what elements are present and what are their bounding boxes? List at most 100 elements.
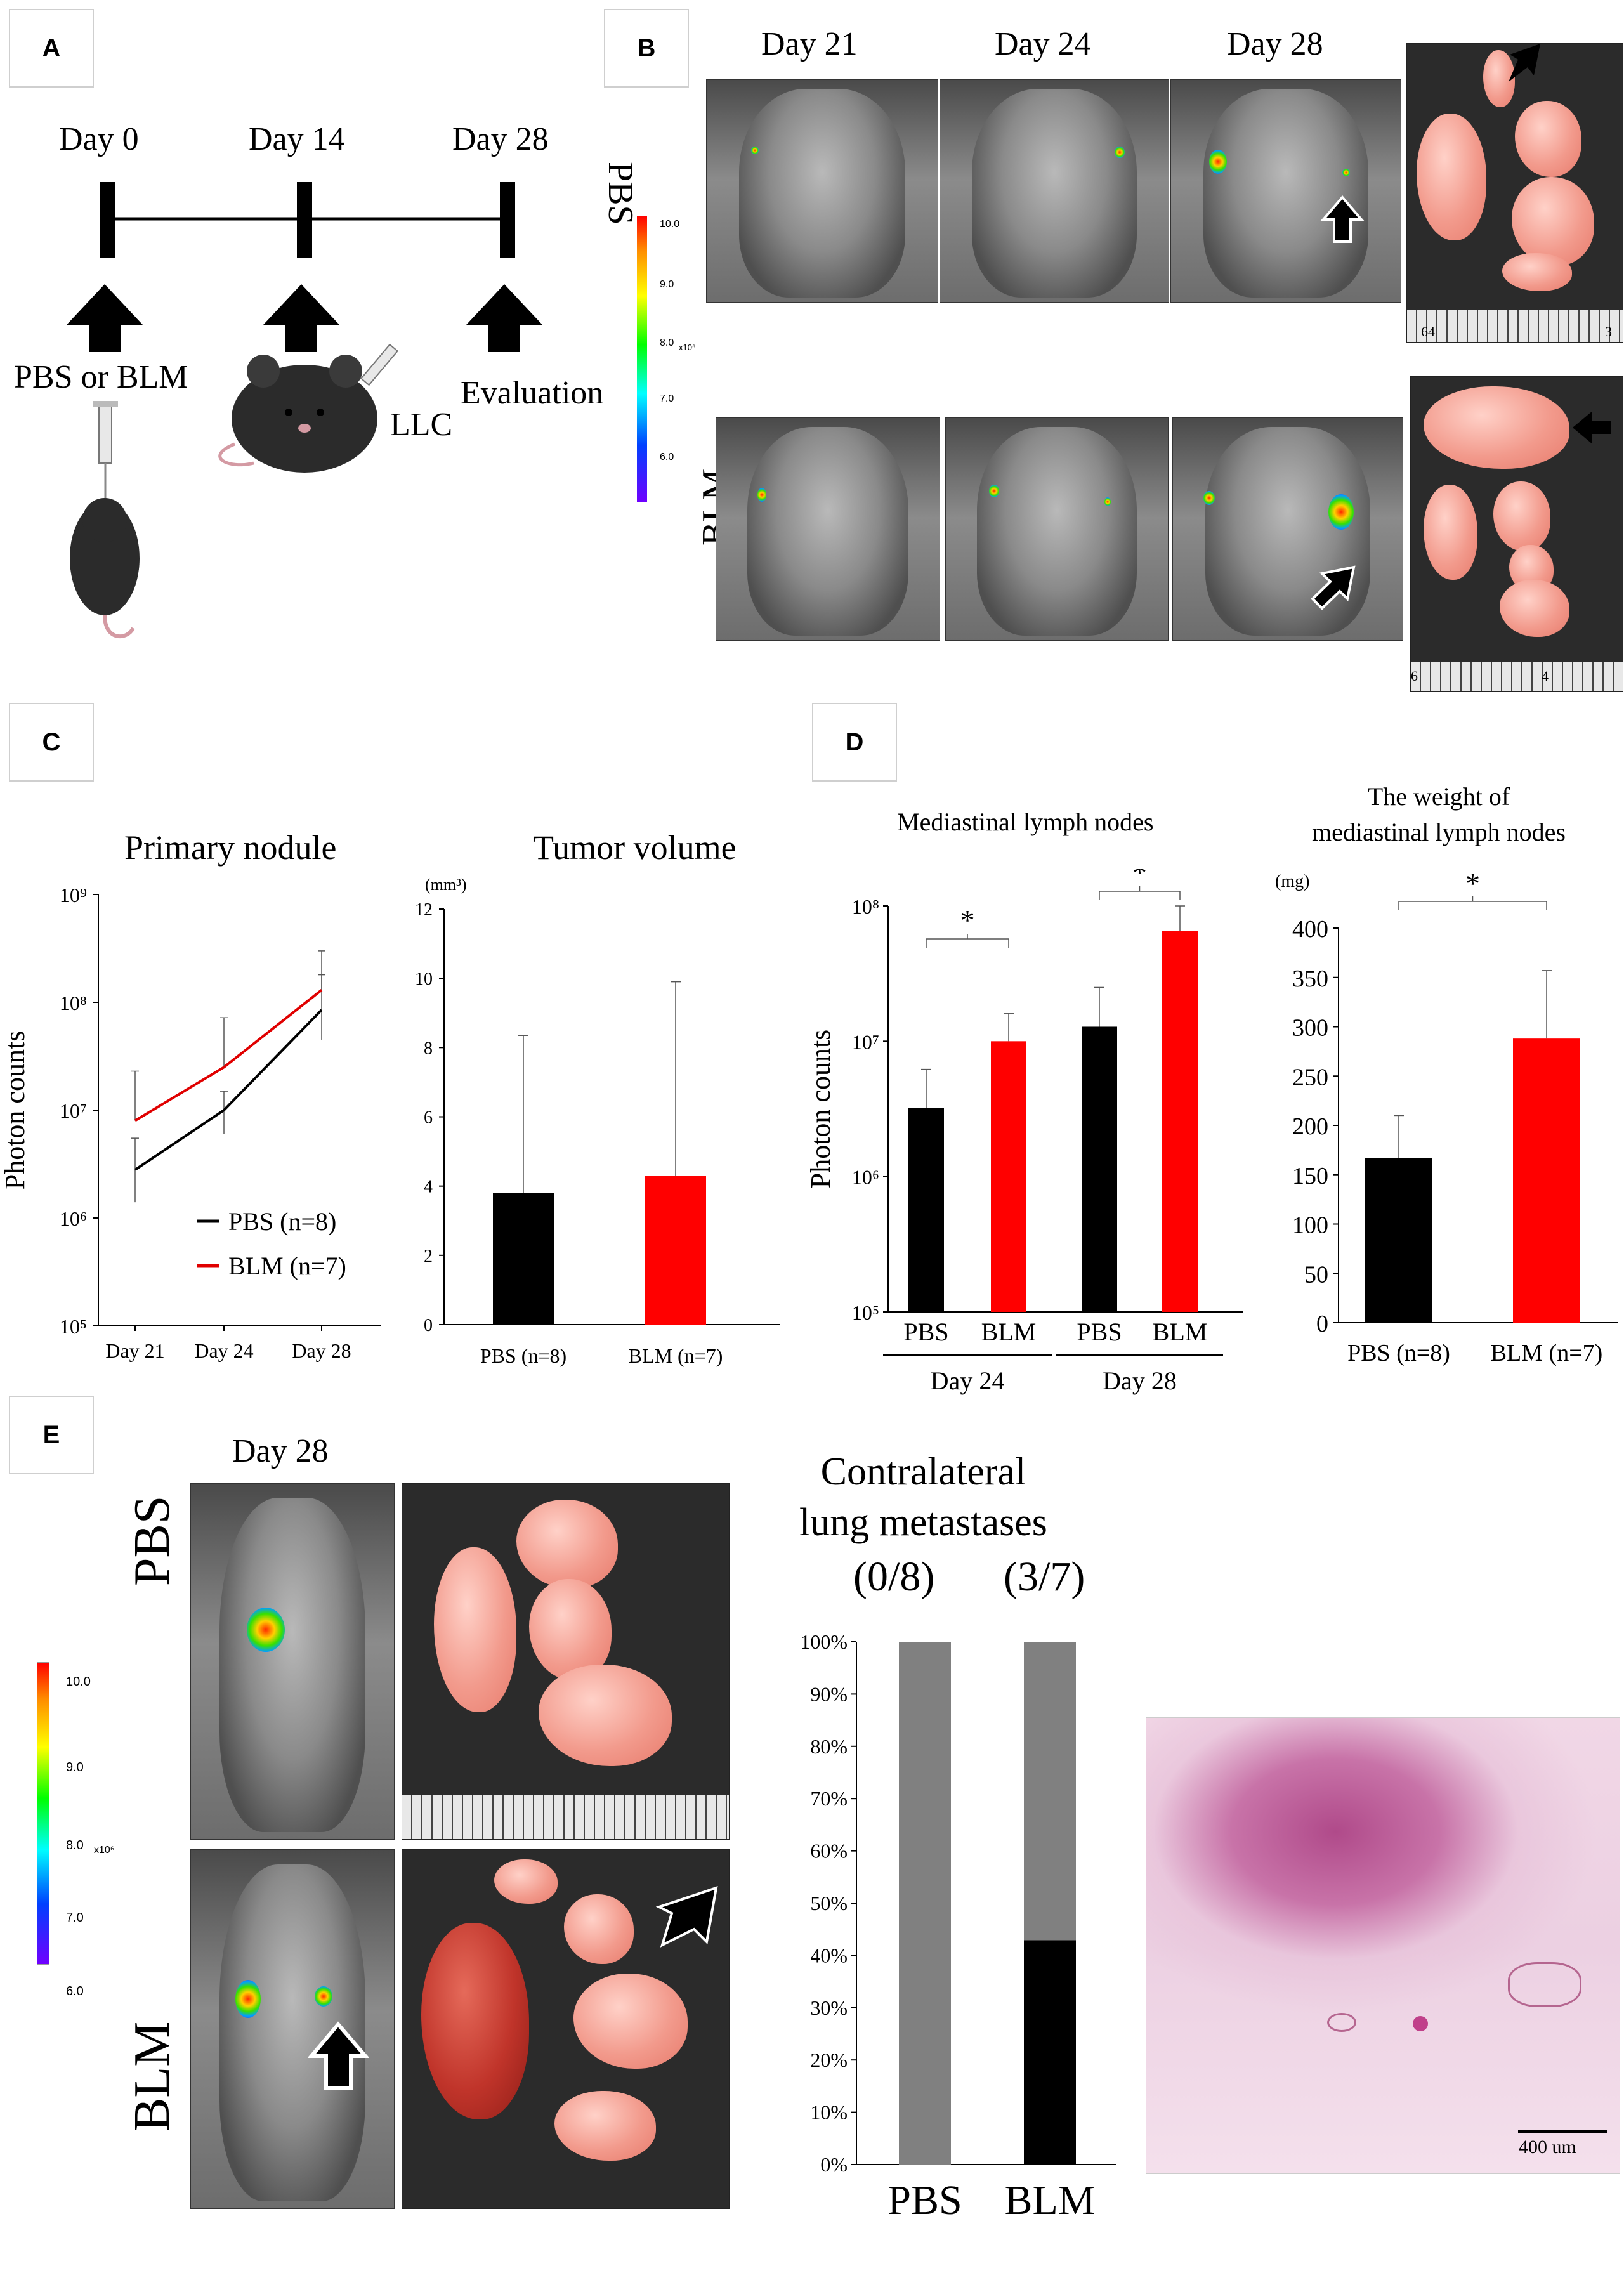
panel-b-day24-label: Day 24 xyxy=(995,26,1091,62)
arrow-icon xyxy=(1509,44,1540,82)
panel-b-day21-label: Day 21 xyxy=(761,26,858,62)
chart-title-contralateral: Contralateral lung metastases xyxy=(799,1450,1047,1544)
ivis-image-blm-day21 xyxy=(716,417,940,641)
y-tick-label: 10⁵ xyxy=(852,1301,879,1324)
bar xyxy=(645,1176,706,1325)
significance-bracket xyxy=(1099,886,1181,900)
syringe-icon xyxy=(93,401,118,501)
x-tick-label: Day 24 xyxy=(194,1339,253,1362)
ruler-mark: 6 xyxy=(1411,668,1418,684)
colorbar-tick: 10.0 xyxy=(66,1675,91,1689)
colorbar-tick: 6.0 xyxy=(66,1984,84,1998)
x-tick-label: BLM xyxy=(1153,1318,1208,1346)
y-tick-label: 6 xyxy=(424,1108,433,1128)
histology-image xyxy=(1146,1717,1620,2174)
bar xyxy=(908,1108,944,1312)
significance-star: * xyxy=(960,904,975,936)
colorbar-b xyxy=(637,216,647,502)
group-label: Day 28 xyxy=(1103,1366,1177,1395)
y-tick-label: 20% xyxy=(810,2048,848,2071)
x-tick-label: BLM (n=7) xyxy=(629,1344,723,1367)
panel-label-d: D xyxy=(812,703,897,782)
y-tick-label: 150 xyxy=(1292,1163,1328,1189)
timeline-tick-day28 xyxy=(500,182,515,258)
timeline-diagram xyxy=(67,182,542,639)
significance-star: * xyxy=(1132,869,1147,889)
colorbar-tick: 7.0 xyxy=(66,1911,84,1925)
scale-bar-label: 400 um xyxy=(1519,2137,1576,2158)
timeline-day14-label: Day 14 xyxy=(249,121,345,157)
series-line xyxy=(134,989,323,1122)
legend-label: PBS (n=8) xyxy=(228,1207,336,1236)
bar xyxy=(493,1193,554,1325)
photo-lungs-e-pbs xyxy=(402,1483,730,1840)
y-tick-label: 10⁶ xyxy=(852,1166,879,1189)
chart-title-primary-nodule: Primary nodule xyxy=(124,829,337,867)
mouse-icon xyxy=(218,355,377,473)
chart-title-lymph-weight: The weight of mediastinal lymph nodes xyxy=(1312,782,1566,846)
y-tick-label: 80% xyxy=(810,1735,848,1758)
y-tick-label: 10⁶ xyxy=(60,1207,87,1230)
x-tick-label: PBS xyxy=(887,2177,962,2224)
ruler-mark: 64 xyxy=(1421,324,1435,339)
y-tick-label: 60% xyxy=(810,1840,848,1863)
arrow-icon xyxy=(1320,195,1365,243)
y-tick-label: 10⁸ xyxy=(60,992,87,1014)
chart-title-tumor-volume: Tumor volume xyxy=(533,829,737,867)
panel-e-row-pbs: PBS xyxy=(124,1495,180,1586)
up-arrow-icon xyxy=(466,284,542,352)
scale-bar xyxy=(1518,2130,1607,2133)
photo-lungs-e-blm xyxy=(402,1849,730,2209)
y-tick-label: 0% xyxy=(820,2153,848,2176)
colorbar-unit: x10⁶ xyxy=(94,1845,115,1856)
timeline-tick-day0 xyxy=(100,182,115,258)
bar-segment xyxy=(1024,1642,1076,1941)
bar-segment xyxy=(899,1642,951,2165)
colorbar-tick: 7.0 xyxy=(660,393,674,404)
y-tick-label: 10⁸ xyxy=(852,895,879,918)
ruler xyxy=(402,1795,729,1839)
y-axis-label: Photon counts xyxy=(805,1030,836,1189)
group-label: Day 24 xyxy=(931,1366,1005,1395)
x-tick-label: Day 21 xyxy=(105,1339,164,1362)
y-tick-label: 100 xyxy=(1292,1212,1328,1239)
chart-primary-nodule: 10⁵ 10⁶ 10⁷ 10⁸ 10⁹ Day 21 Day 24 Day 28 Photon … xyxy=(0,884,381,1362)
colorbar-unit: x10⁶ xyxy=(679,343,696,352)
y-tick-label: 4 xyxy=(424,1177,433,1197)
y-axis-label: Photon counts xyxy=(0,1031,30,1190)
evaluation-label: Evaluation xyxy=(461,375,604,411)
colorbar-tick: 8.0 xyxy=(66,1838,84,1852)
panel-label-a: A xyxy=(9,9,94,88)
y-tick-label: 50 xyxy=(1304,1261,1328,1288)
arrow-icon xyxy=(308,2021,369,2090)
y-tick-label: 350 xyxy=(1292,966,1328,992)
bar xyxy=(991,1041,1026,1312)
colorbar-tick: 8.0 xyxy=(660,337,674,348)
syringe-icon xyxy=(360,343,399,386)
ruler-mark: 4 xyxy=(1542,668,1549,684)
arrow-icon xyxy=(1573,412,1611,443)
count-label-blm: (3/7) xyxy=(1004,1554,1085,1600)
bar-segment xyxy=(1024,1940,1076,2165)
series-line xyxy=(134,1009,323,1171)
panel-label-c: C xyxy=(9,703,94,782)
timeline-day0-label: Day 0 xyxy=(59,121,139,157)
significance-bracket xyxy=(926,934,1009,948)
y-tick-label: 12 xyxy=(415,900,433,920)
x-tick-label: PBS (n=8) xyxy=(1347,1340,1450,1366)
ruler-mark: 3 xyxy=(1605,324,1612,339)
ivis-image-e-pbs xyxy=(190,1483,395,1840)
up-arrow-icon xyxy=(263,284,339,352)
y-tick-label: 70% xyxy=(810,1787,848,1810)
arrow-icon xyxy=(1311,565,1356,610)
colorbar-tick: 9.0 xyxy=(66,1760,84,1774)
ivis-image-e-blm xyxy=(190,1849,395,2209)
y-tick-label: 100% xyxy=(800,1630,848,1653)
ivis-image-pbs-day28 xyxy=(1170,79,1401,303)
photo-lungs-blm xyxy=(1410,376,1623,692)
y-tick-label: 10⁷ xyxy=(60,1099,87,1122)
x-tick-label: PBS xyxy=(1077,1318,1122,1346)
x-tick-label: Day 28 xyxy=(292,1339,351,1362)
colorbar-e xyxy=(37,1662,49,1965)
chart-mediastinal-lymph-nodes: 10⁵ 10⁶ 10⁷ 10⁸ Photon counts PBS BLM PBS BLM Day… xyxy=(805,869,1243,1395)
